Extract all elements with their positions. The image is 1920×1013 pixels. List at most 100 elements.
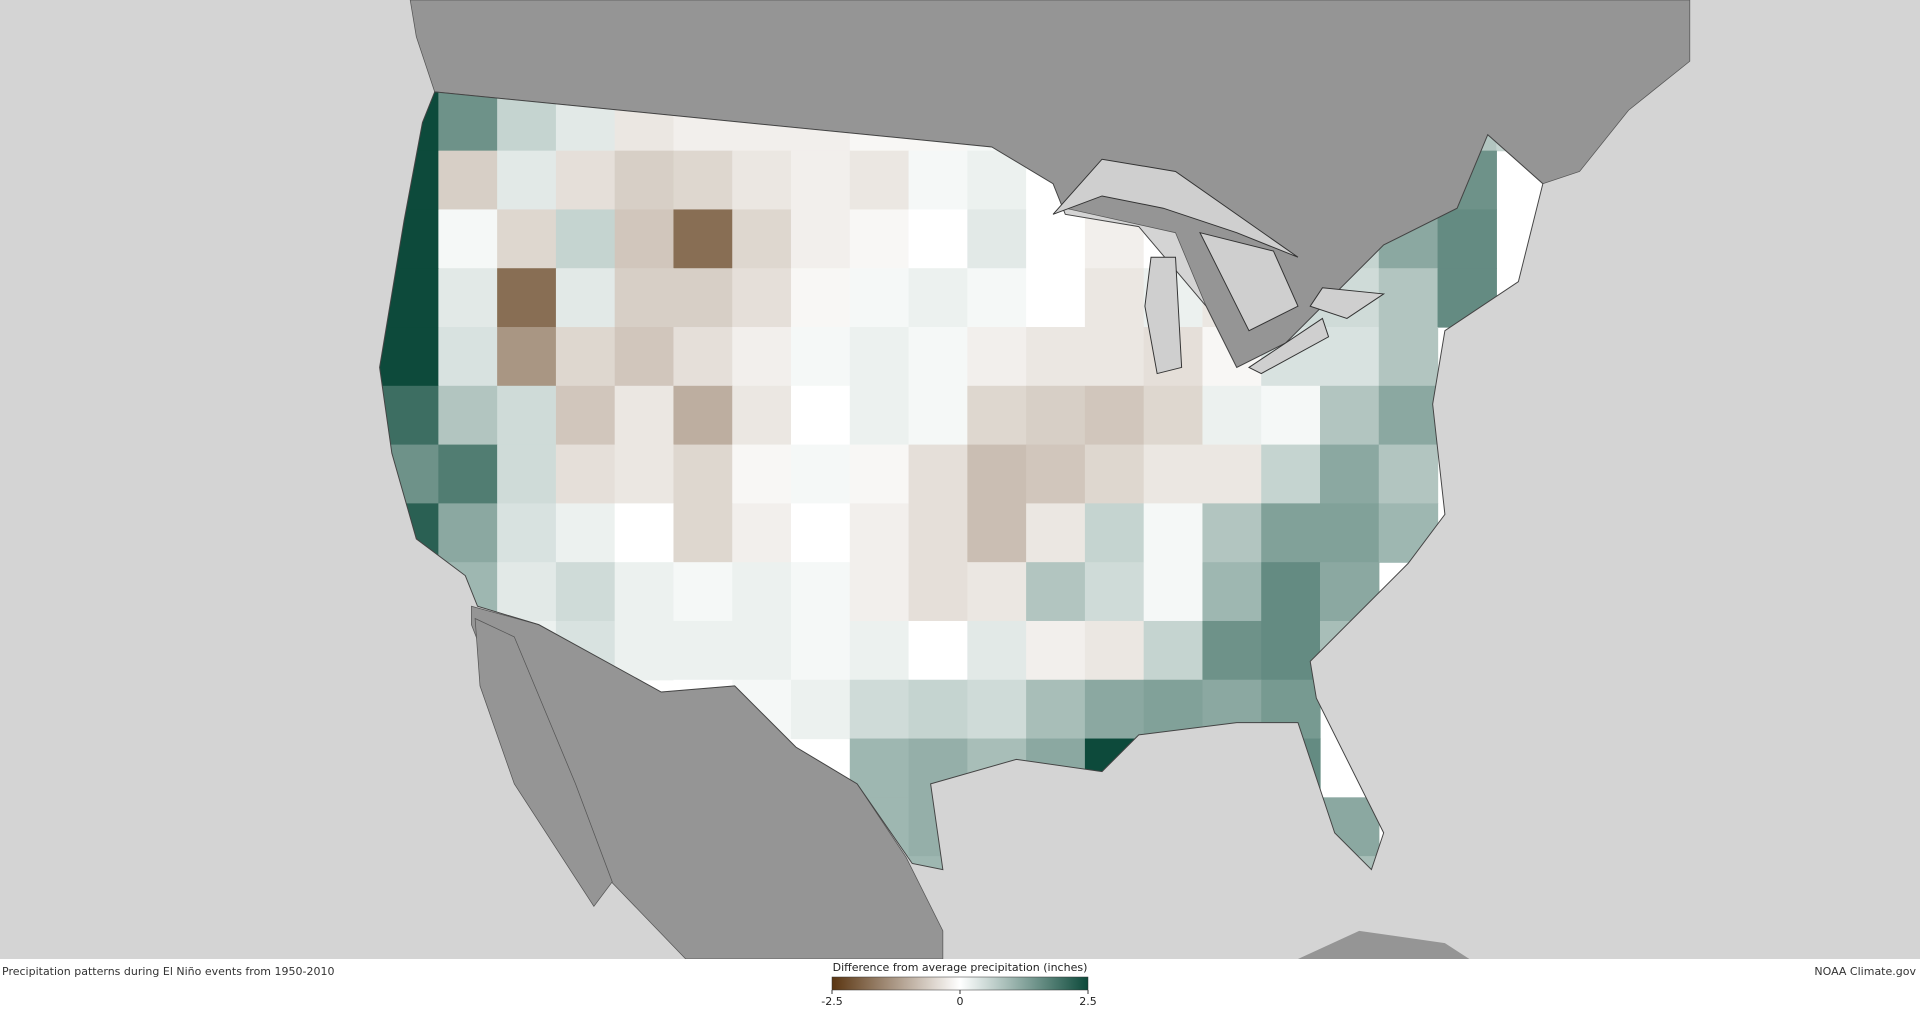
grid-cell: [849, 268, 910, 328]
grid-cell: [1202, 562, 1262, 622]
grid-cell: [732, 562, 792, 622]
grid-cell: [1026, 327, 1086, 387]
grid-cell: [614, 562, 675, 622]
grid-cell: [1378, 327, 1439, 387]
grid-cell: [1026, 679, 1086, 740]
grid-cell: [967, 679, 1027, 740]
grid-cell: [967, 562, 1027, 622]
grid-cell: [1143, 562, 1204, 622]
grid-cell: [908, 562, 968, 622]
grid-cell: [1320, 327, 1380, 387]
grid-cell: [1026, 620, 1086, 681]
grid-cell: [1378, 268, 1439, 328]
grid-cell: [791, 679, 851, 740]
grid-cell: [1084, 444, 1145, 504]
grid-cell: [1202, 444, 1262, 504]
grid-cell: [849, 562, 910, 622]
grid-cell: [1320, 503, 1380, 563]
lake-superior: [1052, 158, 1299, 258]
grid-cell: [1026, 209, 1086, 269]
grid-cell: [1261, 385, 1321, 446]
grid-cell: [1202, 503, 1262, 563]
grid-cell: [1261, 562, 1321, 622]
legend-tick-label: -2.5: [821, 995, 842, 1008]
grid-cell: [379, 327, 439, 387]
grid-cell: [438, 385, 498, 446]
lake-erie: [1248, 317, 1330, 375]
grid-cell: [849, 503, 910, 563]
grid-cell: [1026, 562, 1086, 622]
grid-cell: [555, 503, 616, 563]
grid-cell: [614, 385, 675, 446]
grid-cell: [849, 679, 910, 740]
grid-cell: [555, 385, 616, 446]
grid-cell: [1378, 385, 1439, 446]
grid-cell: [732, 444, 792, 504]
grid-cell: [908, 444, 968, 504]
grid-cell: [1143, 503, 1204, 563]
grid-cell: [849, 327, 910, 387]
grid-cell: [1437, 209, 1497, 269]
grid-cell: [614, 503, 675, 563]
legend-tick-label: 0: [957, 995, 964, 1008]
grid-cell: [438, 91, 498, 152]
grid-cell: [967, 268, 1027, 328]
grid-cell: [555, 327, 616, 387]
grid-cell: [732, 327, 792, 387]
grid-cell: [1026, 385, 1086, 446]
grid-cell: [1143, 620, 1204, 681]
grid-cell: [555, 150, 616, 211]
grid-cell: [1378, 444, 1439, 504]
grid-cell: [555, 444, 616, 504]
lake-michigan: [1144, 256, 1183, 375]
grid-cell: [1084, 503, 1145, 563]
grid-cell: [497, 268, 557, 328]
grid-cell: [497, 503, 557, 563]
grid-cell: [849, 444, 910, 504]
grid-cell: [908, 150, 968, 211]
grid-cell: [791, 209, 851, 269]
grid-cell: [1143, 444, 1204, 504]
grid-cell: [438, 327, 498, 387]
grid-cell: [614, 620, 675, 681]
grid-cell: [1026, 268, 1086, 328]
legend: Difference from average precipitation (i…: [821, 961, 1096, 1008]
grid-cell: [732, 209, 792, 269]
grid-cell: [673, 268, 733, 328]
grid-cell: [497, 562, 557, 622]
grid-cell: [791, 268, 851, 328]
grid-cell: [908, 327, 968, 387]
grid-cell: [849, 150, 910, 211]
grid-cell: [791, 385, 851, 446]
grid-cell: [438, 268, 498, 328]
grid-cell: [438, 150, 498, 211]
grid-cell: [967, 444, 1027, 504]
grid-cell: [438, 209, 498, 269]
grid-cell: [908, 679, 968, 740]
map: [0, 0, 1920, 959]
grid-cell: [673, 562, 733, 622]
grid-cell: [497, 150, 557, 211]
great-lakes: [1052, 158, 1386, 375]
grid-cell: [438, 444, 498, 504]
grid-cell: [1143, 385, 1204, 446]
grid-cell: [732, 268, 792, 328]
grid-cell: [555, 268, 616, 328]
grid-cell: [732, 150, 792, 211]
grid-cell: [791, 327, 851, 387]
grid-cell: [791, 444, 851, 504]
lake-ontario: [1309, 287, 1386, 319]
grid-cell: [967, 209, 1027, 269]
grid-cell: [1026, 444, 1086, 504]
grid-cell: [791, 620, 851, 681]
colorbar: [831, 976, 1089, 991]
grid-cell: [614, 444, 675, 504]
grid-cell: [673, 385, 733, 446]
grid-cell: [1026, 503, 1086, 563]
grid-cell: [908, 503, 968, 563]
grid-cell: [1320, 444, 1380, 504]
grid-cell: [791, 503, 851, 563]
grid-cell: [614, 327, 675, 387]
grid-cell: [908, 620, 968, 681]
